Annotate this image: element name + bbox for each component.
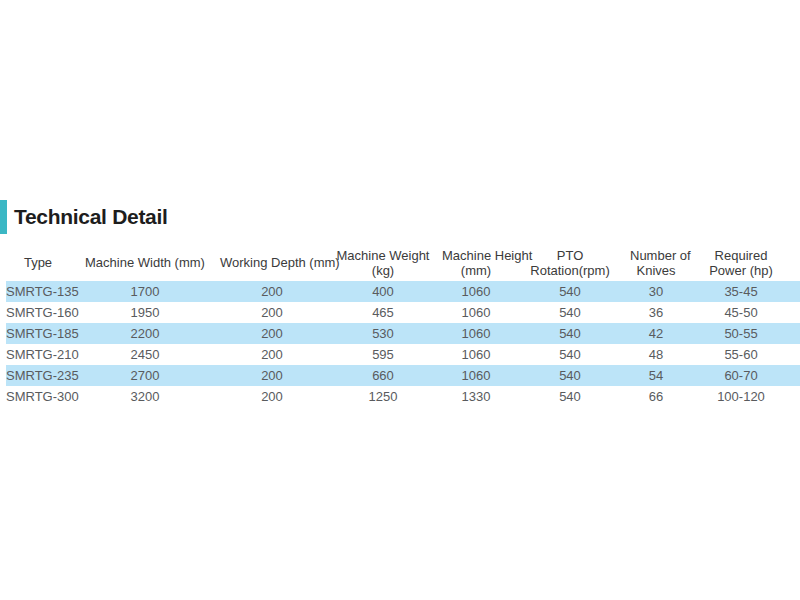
column-header: Machine Width (mm): [70, 244, 220, 281]
accent-bar: [0, 200, 7, 234]
spec-table: TypeMachine Width (mm)Working Depth (mm)…: [6, 244, 800, 407]
cell: 1060: [442, 281, 510, 302]
cell: 54: [630, 365, 682, 386]
cell: 50-55: [682, 323, 800, 344]
cell: 540: [510, 344, 630, 365]
column-header: Working Depth (mm): [220, 244, 324, 281]
cell: 2450: [70, 344, 220, 365]
cell: 1060: [442, 323, 510, 344]
cell: 200: [220, 302, 324, 323]
column-header: Type: [6, 244, 70, 281]
cell: 36: [630, 302, 682, 323]
cell: 100-120: [682, 386, 800, 407]
table-header-row: TypeMachine Width (mm)Working Depth (mm)…: [6, 244, 800, 281]
cell: 2700: [70, 365, 220, 386]
column-header: RequiredPower (hp): [682, 244, 800, 281]
cell: 1700: [70, 281, 220, 302]
cell: 42: [630, 323, 682, 344]
cell: 30: [630, 281, 682, 302]
cell: SMRTG-185: [6, 323, 70, 344]
cell: 540: [510, 281, 630, 302]
table-row: SMRTG-235270020066010605405460-70: [6, 365, 800, 386]
cell: 2200: [70, 323, 220, 344]
cell: 66: [630, 386, 682, 407]
cell: 1060: [442, 344, 510, 365]
page: Technical Detail TypeMachine Width (mm)W…: [0, 0, 800, 600]
cell: 60-70: [682, 365, 800, 386]
cell: 1950: [70, 302, 220, 323]
cell: 530: [324, 323, 442, 344]
table-row: SMRTG-30032002001250133054066100-120: [6, 386, 800, 407]
table-body: SMRTG-135170020040010605403035-45SMRTG-1…: [6, 281, 800, 407]
cell: 200: [220, 281, 324, 302]
cell: 595: [324, 344, 442, 365]
cell: SMRTG-210: [6, 344, 70, 365]
table-row: SMRTG-210245020059510605404855-60: [6, 344, 800, 365]
cell: 540: [510, 323, 630, 344]
cell: SMRTG-135: [6, 281, 70, 302]
table-row: SMRTG-185220020053010605404250-55: [6, 323, 800, 344]
cell: 465: [324, 302, 442, 323]
cell: 1330: [442, 386, 510, 407]
column-header: Machine Height(mm): [442, 244, 510, 281]
cell: 200: [220, 365, 324, 386]
cell: 200: [220, 323, 324, 344]
cell: 1250: [324, 386, 442, 407]
column-header: Machine Weight(kg): [324, 244, 442, 281]
column-header: Number ofKnives: [630, 244, 682, 281]
cell: 1060: [442, 365, 510, 386]
cell: 200: [220, 344, 324, 365]
table-row: SMRTG-160195020046510605403645-50: [6, 302, 800, 323]
table-row: SMRTG-135170020040010605403035-45: [6, 281, 800, 302]
cell: 540: [510, 365, 630, 386]
cell: SMRTG-160: [6, 302, 70, 323]
cell: 660: [324, 365, 442, 386]
cell: SMRTG-235: [6, 365, 70, 386]
cell: 35-45: [682, 281, 800, 302]
section-heading: Technical Detail: [0, 200, 168, 234]
cell: 540: [510, 386, 630, 407]
cell: 540: [510, 302, 630, 323]
cell: 45-50: [682, 302, 800, 323]
page-title: Technical Detail: [14, 205, 168, 229]
cell: SMRTG-300: [6, 386, 70, 407]
cell: 48: [630, 344, 682, 365]
cell: 3200: [70, 386, 220, 407]
cell: 1060: [442, 302, 510, 323]
cell: 200: [220, 386, 324, 407]
cell: 400: [324, 281, 442, 302]
cell: 55-60: [682, 344, 800, 365]
